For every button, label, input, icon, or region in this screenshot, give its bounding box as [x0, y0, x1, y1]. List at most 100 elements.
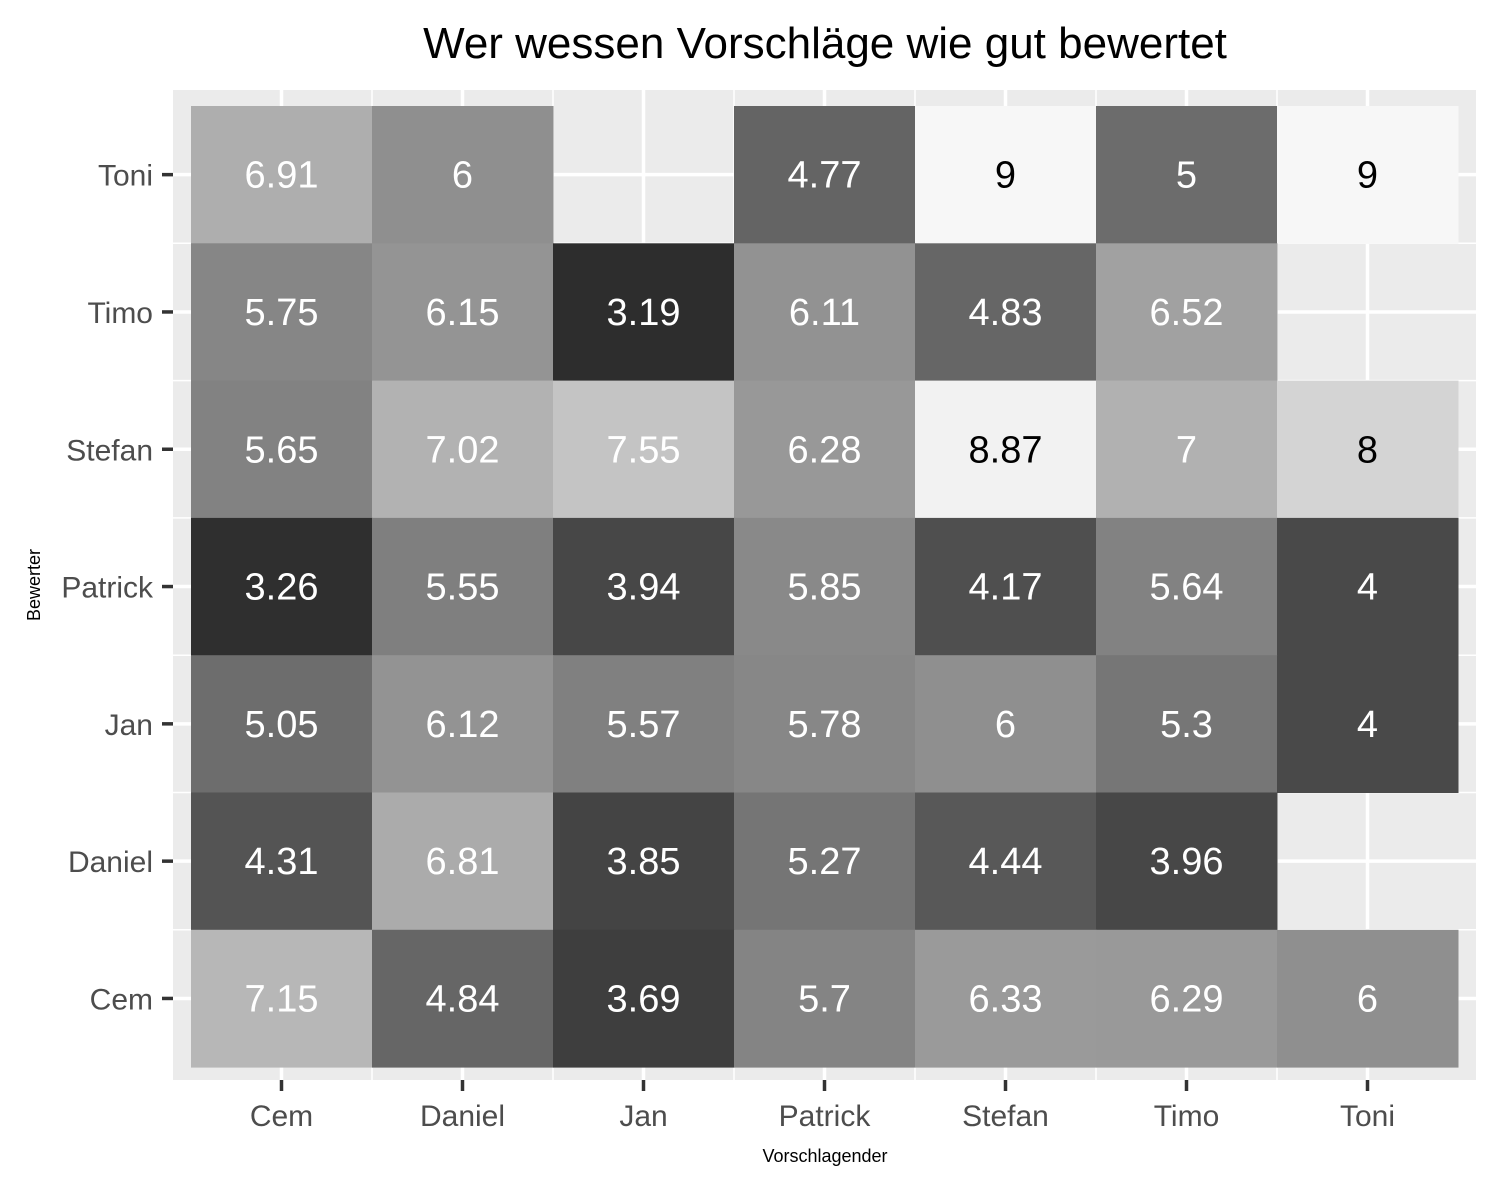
heatmap-cell: [915, 380, 1097, 519]
x-tick-label: Timo: [1154, 1100, 1220, 1133]
cell-value-label: 6: [995, 704, 1016, 746]
heatmap-cell: [734, 106, 916, 244]
heatmap-cell: [1277, 517, 1459, 656]
cell-value-label: 3.94: [607, 567, 681, 609]
heatmap-cell: [191, 655, 373, 793]
heatmap-cell: [372, 243, 554, 382]
cell-value-label: 6: [452, 155, 473, 197]
cell-value-label: 8.87: [969, 429, 1043, 471]
cell-value-label: 5.75: [245, 292, 319, 334]
x-tick-label: Jan: [619, 1100, 667, 1133]
y-tick-label: Cem: [90, 983, 153, 1016]
heatmap-cell: [372, 792, 554, 931]
heatmap-cell: [1096, 655, 1278, 793]
cell-value-label: 9: [995, 155, 1016, 197]
cell-value-label: 3.26: [245, 567, 319, 609]
heatmap-cell: [553, 929, 735, 1068]
y-tick-label: Patrick: [61, 572, 154, 605]
y-axis: Toni Timo Stefan Patrick Jan Daniel Cem: [61, 160, 173, 1016]
heatmap-cells: [191, 106, 1459, 1068]
heatmap-cell: [372, 517, 554, 656]
cell-value-label: 6.33: [969, 978, 1043, 1020]
cell-value-label: 3.69: [607, 978, 681, 1020]
cell-value-label: 5.27: [788, 841, 862, 883]
heatmap-cell: [734, 929, 916, 1068]
cell-value-label: 5.78: [788, 704, 862, 746]
cell-value-label: 5: [1176, 155, 1197, 197]
y-tick-label: Timo: [87, 297, 153, 330]
heatmap-cell: [915, 655, 1097, 793]
cell-value-label: 6.28: [788, 429, 862, 471]
cell-value-label: 8: [1357, 429, 1378, 471]
cell-value-label: 5.55: [426, 567, 500, 609]
heatmap-cell: [553, 792, 735, 931]
heatmap-cell: [1277, 929, 1459, 1068]
cell-value-label: 6.11: [789, 292, 860, 334]
cell-value-label: 4.44: [969, 841, 1043, 883]
cell-value-label: 6: [1357, 978, 1378, 1020]
heatmap-cell: [915, 517, 1097, 656]
cell-value-label: 4: [1357, 704, 1378, 746]
heatmap-cell: [915, 106, 1097, 244]
heatmap-cell: [191, 106, 373, 244]
cell-value-label: 3.96: [1150, 841, 1224, 883]
heatmap-cell: [191, 792, 373, 931]
cell-value-label: 5.7: [798, 978, 851, 1020]
heatmap-cell: [1096, 380, 1278, 519]
cell-value-label: 7.02: [426, 429, 500, 471]
cell-value-label: 3.19: [607, 292, 681, 334]
cell-value-label: 4.31: [245, 841, 319, 883]
heatmap-cell: [553, 380, 735, 519]
x-axis: Cem Daniel Jan Patrick Stefan Timo Toni: [250, 1080, 1395, 1133]
cell-value-label: 6.91: [245, 155, 319, 197]
heatmap-cell: [372, 380, 554, 519]
cell-value-label: 5.65: [245, 429, 319, 471]
heatmap-cell: [372, 929, 554, 1068]
heatmap-cell: [191, 929, 373, 1068]
cell-value-label: 6.29: [1150, 978, 1224, 1020]
heatmap-cell: [372, 106, 554, 244]
heatmap-cell: [734, 243, 916, 382]
y-axis-title: Bewerter: [24, 549, 44, 621]
cell-value-label: 5.64: [1150, 567, 1224, 609]
cell-value-label: 4.83: [969, 292, 1043, 334]
heatmap-cell: [1096, 517, 1278, 656]
heatmap-cell: [1277, 106, 1459, 244]
heatmap-cell: [1096, 792, 1278, 931]
heatmap-cell: [1096, 929, 1278, 1068]
cell-value-label: 7.55: [607, 429, 681, 471]
heatmap-cell: [553, 517, 735, 656]
cell-value-label: 5.3: [1160, 704, 1213, 746]
cell-value-label: 5.05: [245, 704, 319, 746]
cell-value-label: 4: [1357, 567, 1378, 609]
cell-value-label: 7.15: [245, 978, 319, 1020]
heatmap-cell: [553, 655, 735, 793]
y-tick-label: Jan: [105, 709, 153, 742]
y-tick-label: Toni: [98, 160, 153, 193]
y-tick-label: Daniel: [68, 846, 153, 879]
y-tick-label: Stefan: [66, 434, 153, 467]
cell-value-label: 5.57: [607, 704, 681, 746]
heatmap-cell: [915, 792, 1097, 931]
heatmap-cell: [915, 929, 1097, 1068]
heatmap-cell: [915, 243, 1097, 382]
x-tick-label: Toni: [1340, 1100, 1395, 1133]
heatmap-cell: [553, 243, 735, 382]
heatmap-cell: [1277, 655, 1459, 793]
heatmap-cell: [734, 792, 916, 931]
heatmap-cell: [191, 243, 373, 382]
heatmap-cell: [1277, 380, 1459, 519]
cell-value-label: 3.85: [607, 841, 681, 883]
cell-value-label: 9: [1357, 155, 1378, 197]
heatmap-cell: [734, 380, 916, 519]
cell-value-label: 6.52: [1150, 292, 1224, 334]
cell-value-labels: 6.91 6 4.77 9 5 9 5.75 6.15 3.19 6.11 4.83 6.52 5.65…: [245, 155, 1379, 1021]
heatmap-cell: [734, 655, 916, 793]
x-tick-label: Daniel: [420, 1100, 505, 1133]
heatmap-cell: [372, 655, 554, 793]
cell-value-label: 5.85: [788, 567, 862, 609]
heatmap-cell: [191, 380, 373, 519]
heatmap-cell: [734, 517, 916, 656]
x-tick-label: Cem: [250, 1100, 313, 1133]
